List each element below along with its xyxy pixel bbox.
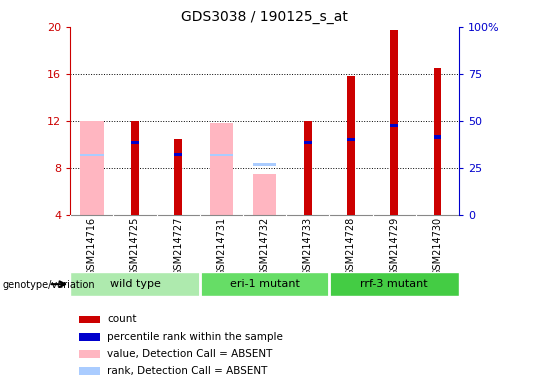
Bar bbox=[304, 141, 312, 144]
Bar bbox=[131, 121, 139, 215]
Text: GSM214728: GSM214728 bbox=[346, 217, 356, 276]
Bar bbox=[347, 137, 355, 141]
Text: rrf-3 mutant: rrf-3 mutant bbox=[360, 279, 428, 289]
Bar bbox=[390, 124, 398, 127]
Bar bbox=[80, 121, 104, 215]
Bar bbox=[174, 153, 182, 156]
Text: GSM214727: GSM214727 bbox=[173, 217, 183, 276]
Title: GDS3038 / 190125_s_at: GDS3038 / 190125_s_at bbox=[181, 10, 348, 25]
Bar bbox=[79, 350, 100, 358]
Bar bbox=[253, 163, 276, 166]
Bar bbox=[210, 123, 233, 215]
Bar bbox=[347, 76, 355, 215]
Text: GSM214733: GSM214733 bbox=[303, 217, 313, 276]
Text: percentile rank within the sample: percentile rank within the sample bbox=[107, 332, 283, 342]
Text: GSM214730: GSM214730 bbox=[433, 217, 442, 276]
Text: genotype/variation: genotype/variation bbox=[3, 280, 96, 290]
Bar bbox=[70, 272, 200, 296]
Text: GSM214716: GSM214716 bbox=[87, 217, 97, 276]
Bar bbox=[200, 272, 329, 296]
Bar bbox=[304, 121, 312, 215]
Bar bbox=[329, 272, 459, 296]
Bar bbox=[210, 154, 233, 156]
Text: GSM214725: GSM214725 bbox=[130, 217, 140, 276]
Bar bbox=[174, 139, 182, 215]
Text: count: count bbox=[107, 314, 137, 324]
Text: eri-1 mutant: eri-1 mutant bbox=[230, 279, 300, 289]
Bar bbox=[79, 316, 100, 323]
Text: wild type: wild type bbox=[110, 279, 160, 289]
Text: value, Detection Call = ABSENT: value, Detection Call = ABSENT bbox=[107, 349, 272, 359]
Text: GSM214729: GSM214729 bbox=[389, 217, 399, 276]
Bar bbox=[79, 333, 100, 341]
Bar bbox=[79, 367, 100, 375]
Bar bbox=[131, 141, 139, 144]
Bar bbox=[390, 30, 398, 215]
Text: GSM214732: GSM214732 bbox=[260, 217, 269, 276]
Bar bbox=[253, 174, 276, 215]
Bar bbox=[80, 154, 104, 156]
Bar bbox=[434, 135, 441, 139]
Text: rank, Detection Call = ABSENT: rank, Detection Call = ABSENT bbox=[107, 366, 267, 376]
Bar bbox=[434, 68, 441, 215]
Text: GSM214731: GSM214731 bbox=[217, 217, 226, 276]
